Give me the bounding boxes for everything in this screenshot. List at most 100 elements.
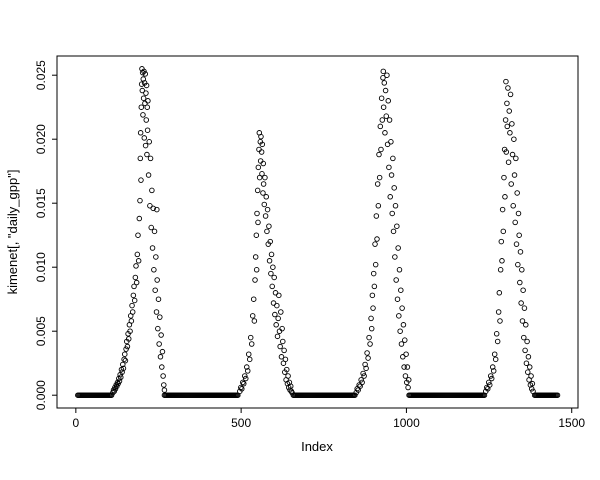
data-point [131,297,138,304]
data-point [530,388,536,395]
data-point [138,104,145,110]
data-point [380,104,387,110]
data-point [253,267,260,273]
data-point [278,309,284,315]
data-point [267,238,273,245]
data-point [524,338,530,345]
data-point [132,274,139,281]
data-point [367,341,373,347]
data-point [523,360,530,366]
data-point [259,171,265,177]
data-point [138,81,145,87]
data-point [405,377,412,383]
data-point [278,354,285,360]
data-point [504,123,511,130]
data-point [148,224,154,231]
data-point [254,187,261,194]
data-point [260,190,266,196]
data-point [277,343,283,350]
y-axis-ticks: 0.000 0.005 0.010 0.015 0.020 0.025 [34,60,57,410]
data-point [144,104,150,110]
data-point [488,375,495,382]
data-point [525,369,531,375]
data-point [135,232,141,238]
data-point [145,172,152,178]
data-point [489,364,496,370]
data-point [274,333,281,340]
data-point [144,127,151,133]
data-point [159,348,166,355]
data-point [499,206,506,213]
data-point [264,206,271,213]
data-point [497,267,504,273]
data-point [502,194,508,200]
data-point [381,80,388,86]
data-point [268,270,274,277]
data-point [260,160,267,167]
data-point [147,203,153,209]
data-point [504,100,510,107]
data-point [384,72,390,78]
data-point [391,185,397,191]
data-point [247,334,254,341]
data-point [276,292,282,299]
data-point [161,382,167,388]
data-point [370,305,376,311]
data-point [258,133,264,140]
data-point [122,351,128,357]
data-point [526,364,533,370]
data-point [386,164,392,171]
data-point [122,357,129,364]
data-point [157,314,163,320]
data-point [276,328,283,334]
data-point [372,241,378,247]
data-point [250,296,257,302]
data-point [372,261,379,268]
data-point [260,181,267,187]
data-point [494,338,501,345]
data-point [272,290,279,296]
data-point [388,139,394,145]
data-point [362,361,368,368]
y-tick-label: 0.010 [34,252,48,282]
data-point [396,267,403,273]
data-point [496,290,503,296]
data-point [255,219,261,226]
data-point [135,258,142,264]
data-point [368,315,374,322]
data-point [382,130,388,136]
data-point [521,305,528,311]
data-point [517,279,523,286]
data-point [161,387,168,393]
data-point [514,190,520,196]
data-point [274,302,280,309]
data-point [554,392,561,398]
data-point [272,311,278,318]
data-point [145,98,151,104]
data-point [248,341,255,347]
data-point [512,219,518,226]
data-point [130,292,137,299]
data-point [380,75,386,81]
data-point [284,366,290,373]
data-point [153,254,159,260]
data-point [528,373,534,379]
data-point [152,287,158,293]
y-axis-title: kimenet[, "daily_gpp"] [5,170,20,295]
data-point [507,130,513,136]
data-point [371,283,378,290]
data-point [390,155,396,162]
data-point [509,121,515,127]
x-tick-label: 1500 [558,416,585,430]
data-point [510,203,516,209]
data-point [497,318,503,324]
data-point [118,374,124,381]
data-point [500,228,507,235]
data-point [254,210,260,217]
data-point [490,368,497,374]
data-point [373,213,380,219]
data-point [513,155,519,162]
data-point [359,379,365,386]
data-point [139,69,146,76]
data-point [261,201,268,208]
